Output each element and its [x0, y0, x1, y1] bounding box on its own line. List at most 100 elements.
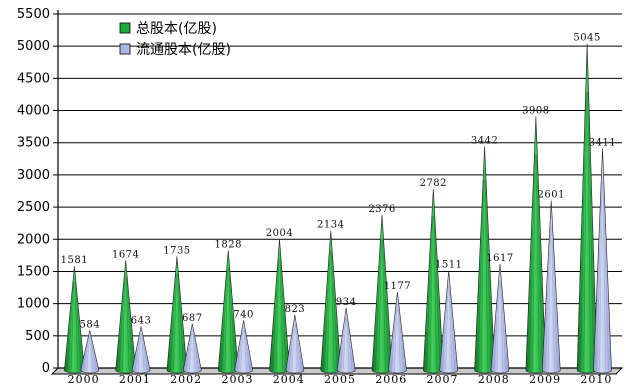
cone-stripe	[240, 327, 244, 371]
cone-stripe	[192, 330, 196, 371]
float-shares-cone	[336, 307, 356, 374]
cone-stripe	[141, 333, 148, 371]
total-shares-cone	[423, 188, 444, 374]
cone-stripe	[551, 225, 555, 371]
float-shares-label: 687	[182, 313, 203, 324]
cone-stripe	[125, 276, 130, 371]
cone-stripe	[224, 268, 228, 371]
float-shares-label: 1177	[384, 281, 411, 292]
cone-stripe	[118, 276, 125, 371]
x-tick-label: 2002	[170, 373, 202, 385]
float-shares-label: 2601	[538, 190, 565, 201]
cone-stripe	[445, 285, 449, 371]
float-shares-cone	[285, 314, 305, 374]
float-shares-cone	[183, 323, 202, 374]
cone-stripe	[378, 238, 382, 371]
cone-stripe	[580, 92, 587, 371]
cone-stripe	[548, 225, 551, 371]
cone-stripe	[280, 258, 287, 371]
cone-stripe	[528, 154, 536, 371]
x-tick-label: 2006	[375, 373, 407, 385]
cone-stripe	[291, 323, 295, 371]
total-shares-cone	[576, 43, 598, 374]
cone-stripe	[86, 336, 90, 371]
cone-stripe	[327, 251, 331, 371]
legend-label-total-shares: 总股本(亿股)	[136, 21, 217, 37]
total-shares-label: 5045	[573, 32, 600, 43]
cone-stripe	[186, 330, 192, 371]
y-tick-label: 4000	[17, 104, 50, 119]
cone-stripe	[602, 181, 606, 371]
cone-stripe	[83, 336, 90, 371]
float-shares-label: 3411	[589, 137, 616, 148]
cone-stripe	[397, 303, 401, 371]
cone-stripe	[391, 303, 397, 371]
cone-stripe	[536, 154, 540, 371]
total-shares-label: 2376	[368, 204, 395, 215]
cone-stripe	[170, 273, 177, 371]
cone-stripe	[295, 323, 302, 371]
x-tick-label: 2001	[119, 373, 151, 385]
cone-stripe	[229, 268, 236, 371]
y-tick-label: 2500	[17, 200, 50, 215]
float-shares-label: 740	[233, 309, 254, 320]
cone-stripe	[228, 268, 232, 371]
cone-stripe	[141, 333, 145, 371]
cone-stripe	[137, 333, 141, 371]
cone-stripe	[496, 279, 500, 371]
y-tick-labels: 0 500 1000 1500 2000 2500 3000 3500 4000 4500 5000…	[17, 7, 50, 376]
legend-swatch-total-shares	[119, 22, 131, 34]
cone-stripe	[484, 179, 489, 371]
cone-stripe	[382, 238, 389, 371]
cone-stripe	[90, 336, 96, 371]
float-shares-cone	[593, 148, 612, 374]
total-shares-label: 3442	[471, 135, 498, 146]
cone-stripe	[189, 330, 193, 371]
y-tick-label: 3000	[17, 168, 50, 183]
cone-stripe	[532, 154, 536, 371]
float-shares-cone	[234, 320, 253, 374]
cone-stripe	[375, 238, 382, 371]
cone-stripe	[599, 181, 603, 371]
cone-stripe	[295, 323, 299, 371]
cone-stripe	[279, 258, 284, 371]
total-shares-cone	[371, 215, 393, 374]
cone-stripe	[275, 258, 280, 371]
cone-stripe	[485, 179, 492, 371]
cone-stripe	[448, 285, 452, 371]
cone-stripe	[134, 333, 141, 371]
cone-stripe	[346, 317, 350, 371]
cone-stripe	[122, 276, 126, 371]
cone-stripe	[331, 251, 338, 371]
float-shares-cone	[80, 330, 100, 374]
x-tick-label: 2008	[478, 373, 510, 385]
cone-stripe	[429, 216, 434, 371]
float-shares-cone	[388, 292, 407, 374]
cone-stripe	[434, 216, 441, 371]
float-shares-cone	[439, 270, 458, 374]
cone-stripe	[346, 317, 353, 371]
x-tick-label: 2005	[324, 373, 356, 385]
cone-stripe	[90, 336, 93, 371]
y-tick-label: 5000	[17, 39, 50, 54]
cone-stripe	[433, 216, 437, 371]
cone-stripe	[177, 273, 184, 371]
cone-stripe	[500, 279, 507, 371]
cone-stripe	[193, 330, 199, 371]
float-shares-cone	[490, 263, 510, 374]
total-shares-label: 1735	[163, 245, 190, 256]
cone-stripe	[603, 181, 609, 371]
grid-lines	[58, 13, 622, 337]
cone-stripe	[596, 181, 602, 371]
cone-stripe	[243, 327, 247, 371]
cone-stripe	[587, 92, 591, 371]
y-tick-label: 500	[25, 329, 50, 344]
cone-stripe	[323, 251, 330, 371]
cone-stripe	[394, 303, 398, 371]
float-shares-label: 1617	[486, 253, 513, 264]
cone-stripe	[382, 238, 386, 371]
x-tick-label: 2010	[580, 373, 612, 385]
cone-stripe	[426, 216, 433, 371]
x-tick-labels: 2000 2001 2002 2003 2004 2005 2006 2007 2008 2009…	[68, 373, 612, 385]
legend-swatch-float-shares	[119, 43, 131, 55]
